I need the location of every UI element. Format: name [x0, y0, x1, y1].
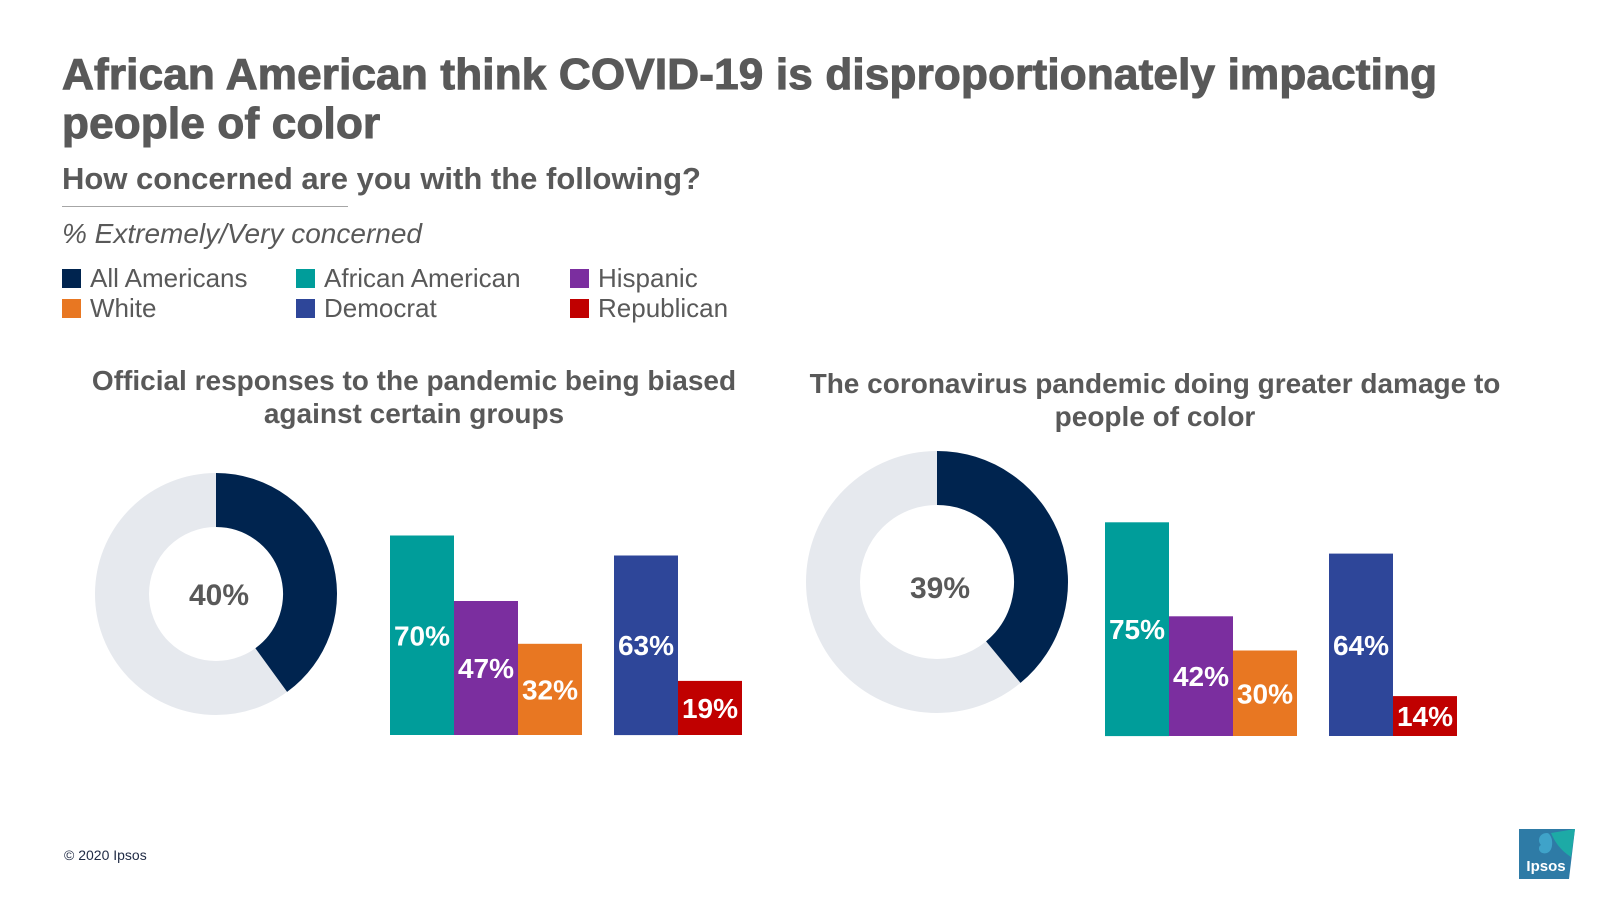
- legend-item-hispanic: Hispanic: [570, 263, 698, 294]
- bar-label-republican: 19%: [682, 693, 738, 724]
- bar-white: [1233, 650, 1297, 736]
- bar-label-white: 30%: [1237, 678, 1293, 709]
- bar-label-hispanic: 47%: [458, 653, 514, 684]
- bar-hispanic: [1169, 616, 1233, 736]
- panel-title-left: Official responses to the pandemic being…: [91, 365, 737, 429]
- donut-value-label: 39%: [910, 572, 970, 605]
- bar-republican: [1393, 696, 1457, 736]
- bar-hispanic: [454, 601, 518, 735]
- legend-label: Hispanic: [598, 263, 698, 293]
- legend-swatch: [570, 269, 589, 288]
- legend-swatch: [62, 299, 81, 318]
- question-underline: [62, 206, 348, 207]
- legend-label: White: [90, 293, 157, 323]
- bar-label-democrat: 64%: [1333, 630, 1389, 661]
- legend-swatch: [296, 269, 315, 288]
- ipsos-logo: Ipsos: [1519, 829, 1575, 879]
- bar-african-american: [390, 535, 454, 735]
- legend-swatch: [570, 299, 589, 318]
- donut-value-label: 40%: [189, 579, 249, 612]
- legend-item-white: White: [62, 293, 156, 324]
- bar-label-republican: 14%: [1397, 701, 1453, 732]
- legend-item-all-americans: All Americans: [62, 263, 248, 294]
- copyright: © 2020 Ipsos: [64, 847, 147, 863]
- bar-label-hispanic: 42%: [1173, 661, 1229, 692]
- legend-label: African American: [324, 263, 521, 293]
- bar-democrat: [1329, 553, 1393, 736]
- bar-african-american: [1105, 522, 1169, 737]
- bar-label-white: 32%: [522, 674, 578, 705]
- bar-republican: [678, 680, 742, 735]
- legend: All Americans African American Hispanic …: [62, 263, 822, 325]
- legend-item-african-american: African American: [296, 263, 521, 294]
- legend-label: All Americans: [90, 263, 248, 293]
- legend-item-democrat: Democrat: [296, 293, 437, 324]
- bar-democrat: [614, 555, 678, 736]
- survey-question: How concerned are you with the following…: [62, 161, 701, 196]
- bar-label-african-american: 70%: [394, 620, 450, 651]
- legend-item-republican: Republican: [570, 293, 728, 324]
- legend-swatch: [62, 269, 81, 288]
- legend-swatch: [296, 299, 315, 318]
- measure-note: % Extremely/Very concerned: [62, 218, 422, 249]
- legend-label: Republican: [598, 293, 729, 323]
- page-title: African American think COVID-19 is dispr…: [61, 49, 1438, 148]
- bar-label-african-american: 75%: [1109, 614, 1165, 645]
- logo-text: Ipsos: [1526, 858, 1565, 875]
- donut-slice-all-americans: [936, 451, 1068, 683]
- donut-slice-all-americans: [215, 473, 337, 692]
- panel-title-right: The coronavirus pandemic doing greater d…: [809, 368, 1501, 432]
- bar-white: [518, 643, 582, 735]
- legend-label: Democrat: [324, 293, 437, 323]
- bar-label-democrat: 63%: [618, 630, 674, 661]
